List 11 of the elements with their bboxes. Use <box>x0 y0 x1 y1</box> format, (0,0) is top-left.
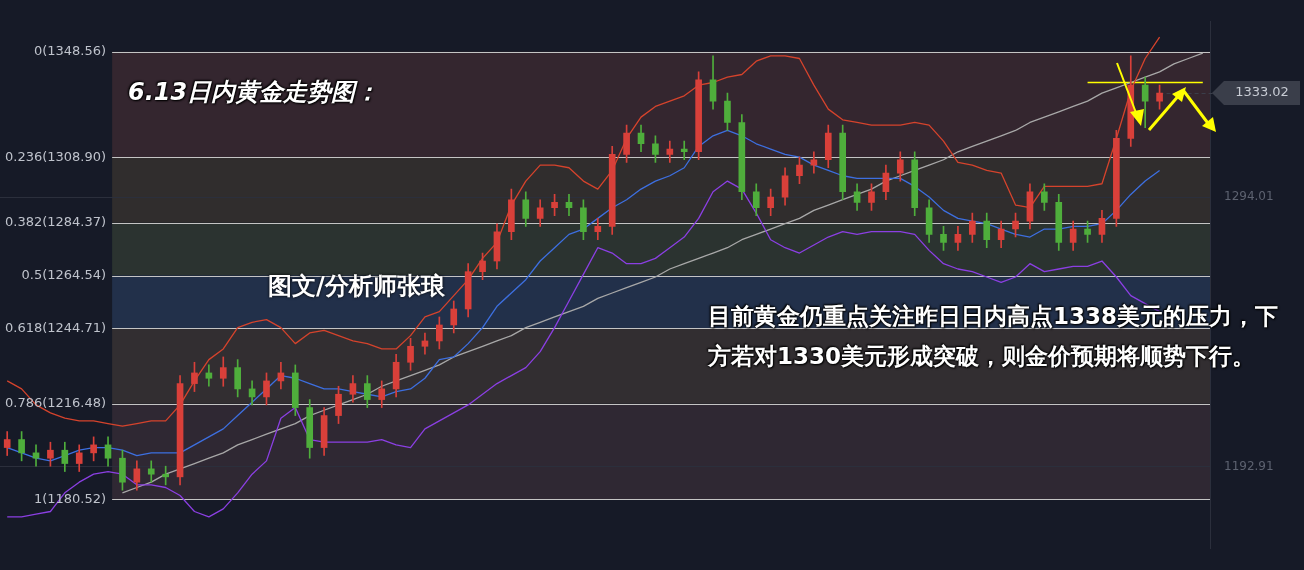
ref-line-label: 0.618(1244.71) <box>4 319 107 335</box>
annotation: 图文/分析师张琅 <box>268 272 446 301</box>
ref-line-label: 1333.02 <box>1235 84 1289 100</box>
text: 6.13日内黄金走势图： <box>128 77 380 108</box>
ref-line-label: 0.5(1264.54) <box>21 266 107 282</box>
y-tick-label: 1192.91 <box>1224 458 1274 473</box>
ref-line-label: 0.382(1284.37) <box>4 214 107 230</box>
annotation: 目前黄金仍重点关注昨日日内高点1338美元的压力，下方若对1330美元形成突破，则金价预期将顺势下行。 <box>708 302 1279 371</box>
y-tick-label: 1294.01 <box>1224 189 1274 204</box>
ref-line-label: 0.236(1308.90) <box>4 148 107 164</box>
ref-line-label: 0(1348.56) <box>33 43 107 59</box>
